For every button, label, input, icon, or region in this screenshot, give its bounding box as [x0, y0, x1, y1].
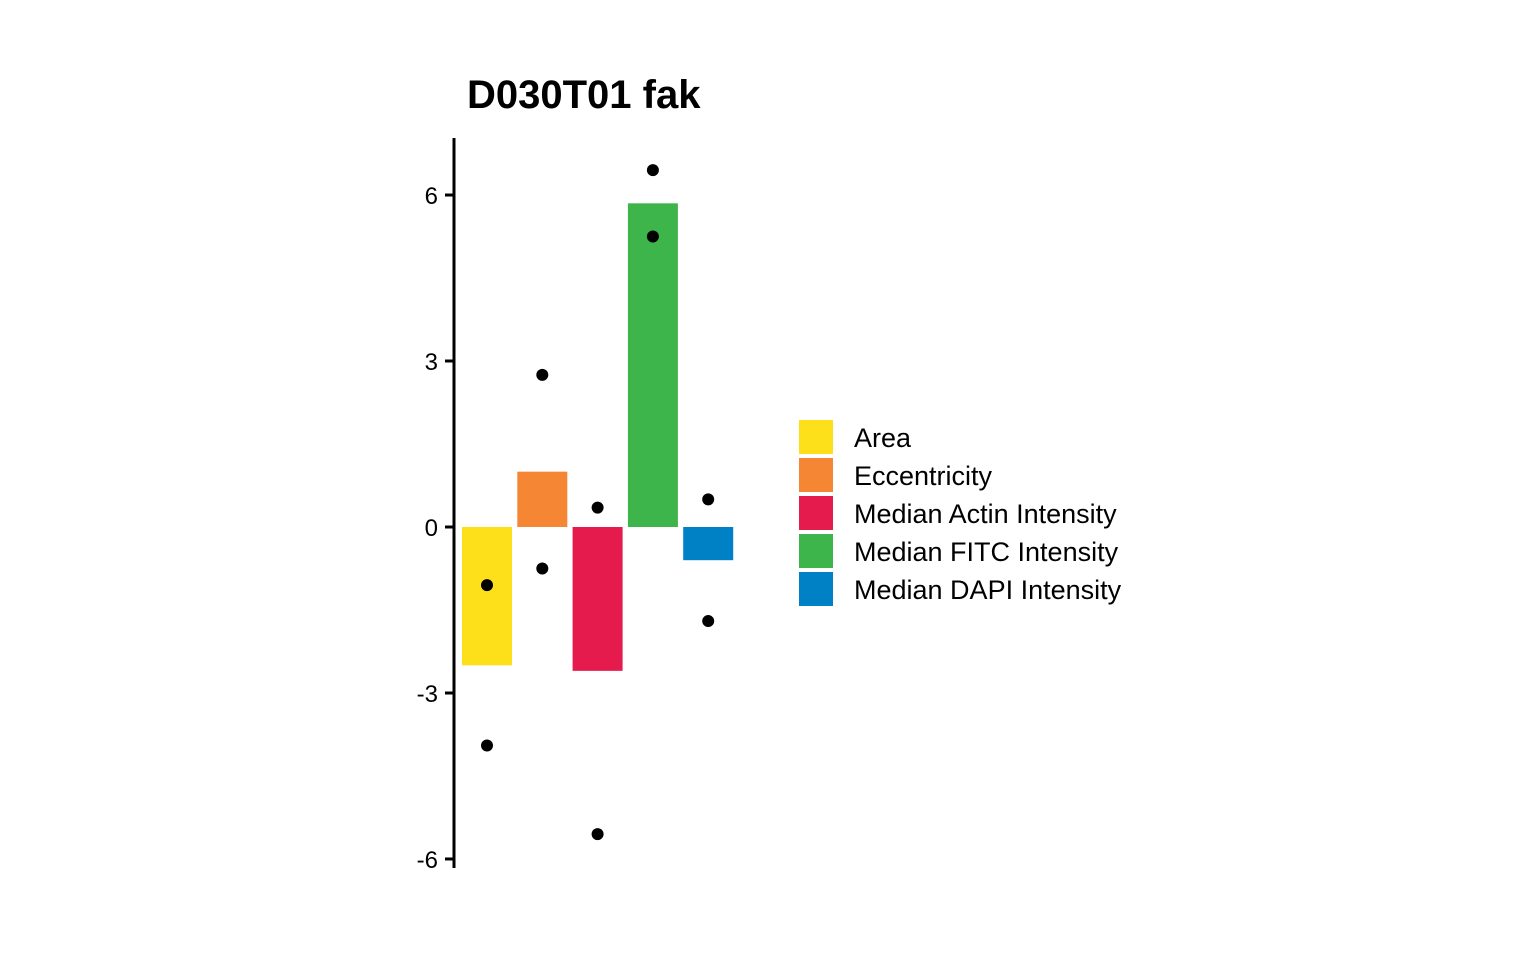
bar-median-fitc-intensity	[627, 203, 678, 527]
data-point	[702, 615, 715, 628]
legend-swatch	[799, 572, 833, 606]
data-point	[591, 828, 604, 841]
chart-title: D030T01 fak	[467, 73, 701, 117]
legend-swatch	[799, 458, 833, 492]
data-point	[481, 739, 493, 752]
legend-swatch	[799, 420, 833, 454]
legend-label: Eccentricity	[854, 461, 993, 491]
legend-label: Median FITC Intensity	[854, 537, 1119, 567]
y-tick-label: 6	[425, 183, 438, 210]
point-group	[481, 164, 715, 841]
legend-swatch	[799, 534, 833, 568]
legend-label: Area	[854, 423, 912, 453]
y-axis: 6 3 0 -3 -6	[417, 138, 456, 874]
y-tick-label: 3	[425, 349, 438, 376]
bar-median-dapi-intensity	[683, 527, 734, 561]
data-point	[646, 230, 659, 243]
data-point	[702, 493, 715, 506]
y-tick-label: -3	[417, 681, 438, 708]
data-point	[536, 562, 549, 575]
legend: Area Eccentricity Median Actin Intensity Me…	[799, 420, 1122, 606]
legend-label: Median Actin Intensity	[854, 499, 1117, 529]
legend-swatch	[799, 496, 833, 530]
bar-group	[462, 203, 734, 671]
y-tick-label: -6	[417, 847, 438, 874]
legend-label: Median DAPI Intensity	[854, 575, 1122, 605]
data-point	[536, 368, 549, 381]
bar-median-actin-intensity	[572, 527, 623, 671]
data-point	[646, 164, 659, 177]
bar-eccentricity	[517, 471, 568, 527]
data-point	[481, 579, 493, 592]
data-point	[591, 501, 604, 514]
y-tick-label: 0	[425, 515, 438, 542]
bar-area	[462, 527, 512, 666]
